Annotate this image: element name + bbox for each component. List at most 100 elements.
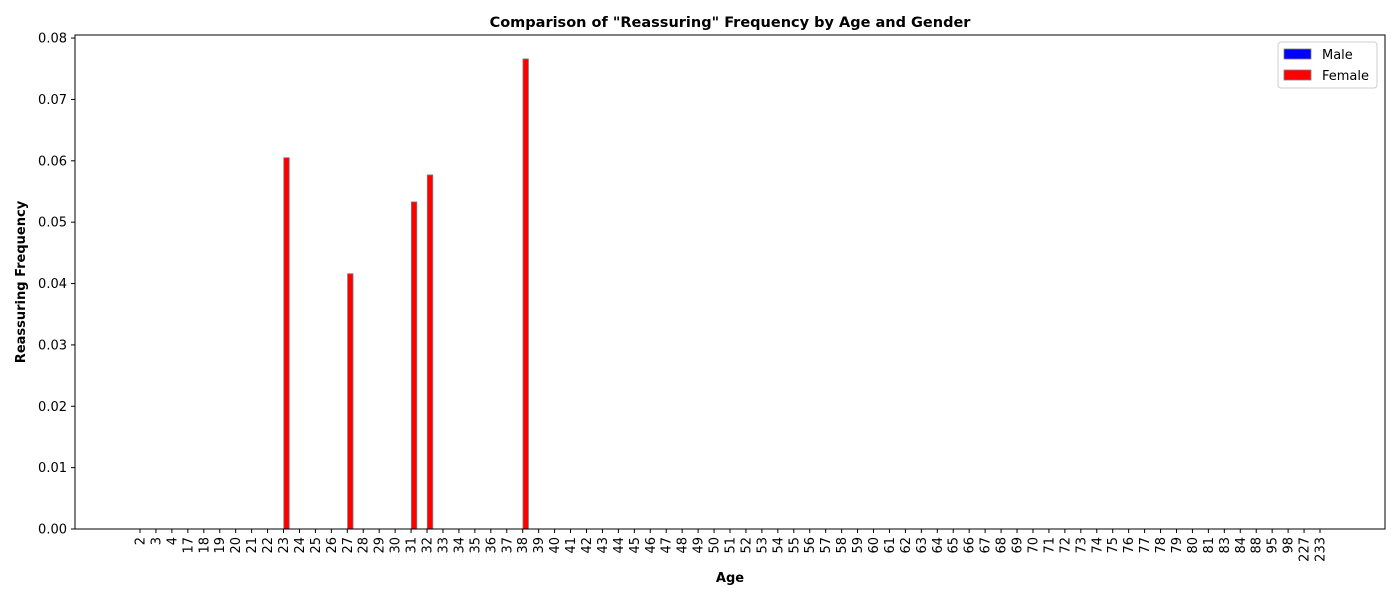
x-tick-label: 3: [149, 537, 164, 545]
x-tick-label: 38: [516, 537, 531, 554]
x-tick-label: 77: [1138, 537, 1153, 554]
x-tick-label: 54: [771, 537, 786, 554]
legend-swatch-female: [1283, 69, 1312, 81]
x-tick-label: 71: [1042, 537, 1057, 554]
x-tick-label: 19: [213, 537, 228, 554]
y-tick-label: 0.00: [38, 523, 67, 538]
bar-female-32: [426, 174, 434, 530]
y-axis-label: Reassuring Frequency: [14, 200, 29, 363]
x-tick-label: 69: [1011, 537, 1026, 554]
y-tick-label: 0.08: [38, 32, 67, 47]
x-tick-label: 55: [787, 537, 802, 554]
y-tick-label: 0.06: [38, 154, 67, 169]
x-tick-label: 39: [532, 537, 547, 554]
x-tick-label: 4: [165, 537, 180, 545]
x-tick-label: 42: [580, 537, 595, 554]
legend-swatch-male: [1283, 48, 1312, 60]
x-tick-label: 95: [1266, 537, 1281, 554]
x-tick-label: 75: [1106, 537, 1121, 554]
x-tick-label: 21: [245, 537, 260, 554]
x-tick-label: 35: [468, 537, 483, 554]
x-tick-label: 72: [1058, 537, 1073, 554]
x-tick-label: 78: [1154, 537, 1169, 554]
y-tick-label: 0.04: [38, 277, 67, 292]
x-axis-label: Age: [716, 571, 744, 586]
x-tick-label: 25: [309, 537, 324, 554]
y-axis: 0.00 0.01 0.02 0.03 0.04 0.05 0.06 0.07 0.08: [38, 32, 75, 538]
x-tick-label: 49: [692, 537, 707, 554]
x-tick-label: 22: [261, 537, 276, 554]
x-tick-label: 41: [564, 537, 579, 554]
bar-female-23: [283, 157, 290, 530]
x-tick-label: 2: [134, 537, 149, 545]
x-tick-label: 65: [947, 537, 962, 554]
x-tick-label: 59: [851, 537, 866, 554]
x-tick-label: 67: [979, 537, 994, 554]
x-tick-label: 17: [181, 537, 196, 554]
x-tick-label: 34: [452, 537, 467, 554]
x-tick-label: 20: [229, 537, 244, 554]
x-tick-label: 58: [835, 537, 850, 554]
legend: Male Female: [1277, 41, 1378, 89]
bar-female-38: [522, 58, 529, 530]
x-tick-label: 84: [1234, 537, 1249, 554]
x-tick-label: 30: [389, 537, 404, 554]
x-tick-label: 53: [755, 537, 770, 554]
legend-label-female: Female: [1322, 69, 1369, 84]
x-tick-label: 47: [660, 537, 675, 554]
x-tick-label: 70: [1026, 537, 1041, 554]
x-axis: 2 3 4 17 18 19 20 21 22 23 24 25 26 27 28 29 30 31 32 33 34 3…: [134, 529, 1329, 562]
x-tick-label: 46: [644, 537, 659, 554]
x-tick-label: 83: [1218, 537, 1233, 554]
x-tick-label: 98: [1282, 537, 1297, 554]
x-tick-label: 79: [1170, 537, 1185, 554]
x-tick-label: 32: [421, 537, 436, 554]
legend-label-male: Male: [1322, 48, 1353, 63]
x-tick-label: 29: [373, 537, 388, 554]
x-tick-label: 23: [277, 537, 292, 554]
chart-title: Comparison of "Reassuring" Frequency by …: [490, 15, 972, 31]
x-tick-label: 227: [1298, 537, 1313, 562]
x-tick-label: 56: [803, 537, 818, 554]
x-tick-label: 64: [931, 537, 946, 554]
y-tick-label: 0.03: [38, 338, 67, 353]
x-tick-label: 48: [676, 537, 691, 554]
y-tick-label: 0.05: [38, 216, 67, 231]
bars-group: [283, 58, 529, 530]
x-tick-label: 57: [819, 537, 834, 554]
x-tick-label: 50: [708, 537, 723, 554]
x-tick-label: 43: [596, 537, 611, 554]
x-tick-label: 36: [484, 537, 499, 554]
x-tick-label: 60: [867, 537, 882, 554]
plot-frame: [74, 34, 1386, 530]
x-tick-label: 68: [995, 537, 1010, 554]
x-tick-label: 62: [899, 537, 914, 554]
x-tick-label: 81: [1202, 537, 1217, 554]
x-tick-label: 24: [293, 537, 308, 554]
x-tick-label: 37: [500, 537, 515, 554]
x-tick-label: 33: [436, 537, 451, 554]
bar-female-27: [347, 273, 354, 530]
x-tick-label: 28: [357, 537, 372, 554]
x-tick-label: 18: [197, 537, 212, 554]
x-tick-label: 45: [628, 537, 643, 554]
x-tick-label: 74: [1090, 537, 1105, 554]
x-tick-label: 63: [915, 537, 930, 554]
x-tick-label: 80: [1186, 537, 1201, 554]
y-tick-label: 0.01: [38, 461, 67, 476]
x-tick-label: 76: [1122, 537, 1137, 554]
x-tick-label: 52: [739, 537, 754, 554]
x-tick-label: 26: [325, 537, 340, 554]
x-tick-label: 73: [1074, 537, 1089, 554]
y-tick-label: 0.07: [38, 93, 67, 108]
x-tick-label: 31: [405, 537, 420, 554]
x-tick-label: 88: [1250, 537, 1265, 554]
y-tick-label: 0.02: [38, 400, 67, 415]
x-tick-label: 40: [548, 537, 563, 554]
x-tick-label: 27: [341, 537, 356, 554]
x-tick-label: 61: [883, 537, 898, 554]
x-tick-label: 233: [1314, 537, 1329, 562]
x-tick-label: 44: [612, 537, 627, 554]
x-tick-label: 51: [724, 537, 739, 554]
x-tick-label: 66: [963, 537, 978, 554]
